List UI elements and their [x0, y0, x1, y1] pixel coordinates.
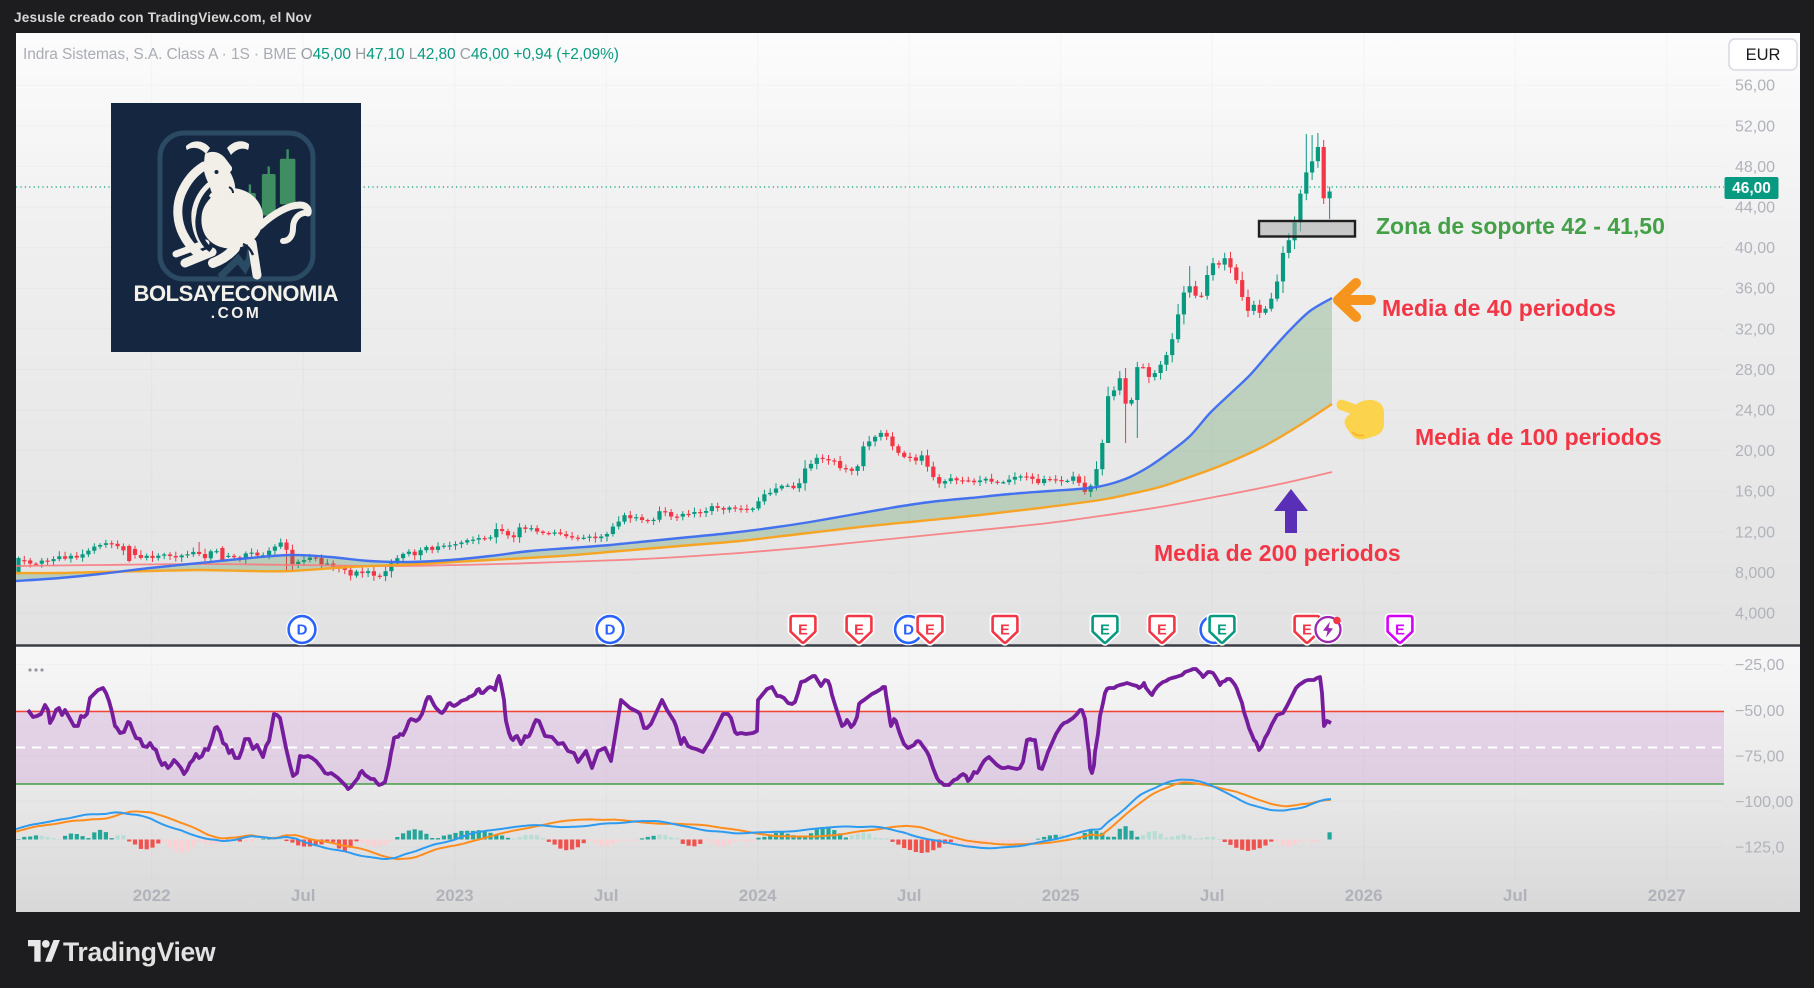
svg-text:E: E: [1217, 623, 1227, 639]
svg-text:52,00: 52,00: [1735, 118, 1775, 135]
svg-text:2025: 2025: [1042, 886, 1080, 905]
svg-text:−75,00: −75,00: [1735, 748, 1784, 765]
svg-text:28,00: 28,00: [1735, 362, 1775, 379]
svg-text:Jul: Jul: [1200, 886, 1225, 905]
svg-text:Jul: Jul: [291, 886, 316, 905]
svg-text:E: E: [925, 623, 935, 639]
svg-text:E: E: [1157, 623, 1167, 639]
svg-text:56,00: 56,00: [1735, 78, 1775, 95]
svg-text:44,00: 44,00: [1735, 200, 1775, 217]
svg-text:4,000: 4,000: [1735, 606, 1775, 623]
svg-text:BOLSAYECONOMIA: BOLSAYECONOMIA: [134, 281, 339, 306]
svg-text:E: E: [1000, 623, 1010, 639]
svg-text:E: E: [798, 623, 808, 639]
svg-text:D: D: [903, 622, 914, 639]
svg-text:−25,00: −25,00: [1735, 657, 1784, 674]
svg-text:E: E: [1395, 623, 1405, 639]
svg-text:2023: 2023: [436, 886, 474, 905]
svg-text:12,00: 12,00: [1735, 524, 1775, 541]
svg-text:2024: 2024: [739, 886, 777, 905]
svg-text:Media de 100 periodos: Media de 100 periodos: [1415, 424, 1662, 450]
svg-text:E: E: [1100, 623, 1110, 639]
svg-text:Media de 200 periodos: Media de 200 periodos: [1154, 540, 1401, 566]
svg-text:D: D: [297, 622, 308, 639]
svg-text:Jul: Jul: [1503, 886, 1528, 905]
svg-text:48,00: 48,00: [1735, 159, 1775, 176]
svg-text:D: D: [605, 622, 616, 639]
svg-text:Jul: Jul: [897, 886, 922, 905]
svg-text:36,00: 36,00: [1735, 281, 1775, 298]
svg-text:2026: 2026: [1345, 886, 1383, 905]
svg-text:46,00: 46,00: [1732, 180, 1771, 197]
svg-text:−50,00: −50,00: [1735, 703, 1784, 720]
svg-text:−125,0: −125,0: [1735, 839, 1784, 856]
svg-text:20,00: 20,00: [1735, 443, 1775, 460]
svg-text:TradingView: TradingView: [63, 937, 216, 967]
svg-text:Media de 40 periodos: Media de 40 periodos: [1382, 295, 1616, 321]
svg-text:16,00: 16,00: [1735, 484, 1775, 501]
svg-text:−100,00: −100,00: [1735, 794, 1793, 811]
svg-text:40,00: 40,00: [1735, 240, 1775, 257]
svg-text:Indra Sistemas, S.A. Class A ·: Indra Sistemas, S.A. Class A · 1S · BME …: [23, 46, 619, 63]
svg-text:E: E: [1302, 623, 1312, 639]
svg-text:EUR: EUR: [1746, 46, 1781, 64]
svg-text:8,000: 8,000: [1735, 565, 1775, 582]
svg-text:.COM: .COM: [211, 305, 261, 322]
svg-text:24,00: 24,00: [1735, 403, 1775, 420]
svg-text:32,00: 32,00: [1735, 321, 1775, 338]
svg-text:E: E: [854, 623, 864, 639]
svg-text:Jul: Jul: [594, 886, 619, 905]
svg-text:2027: 2027: [1648, 886, 1686, 905]
svg-text:2022: 2022: [133, 886, 171, 905]
svg-text:Zona de soporte 42 - 41,50: Zona de soporte 42 - 41,50: [1376, 213, 1665, 239]
svg-text:Jesusle creado con TradingView: Jesusle creado con TradingView.com, el N…: [14, 10, 312, 25]
